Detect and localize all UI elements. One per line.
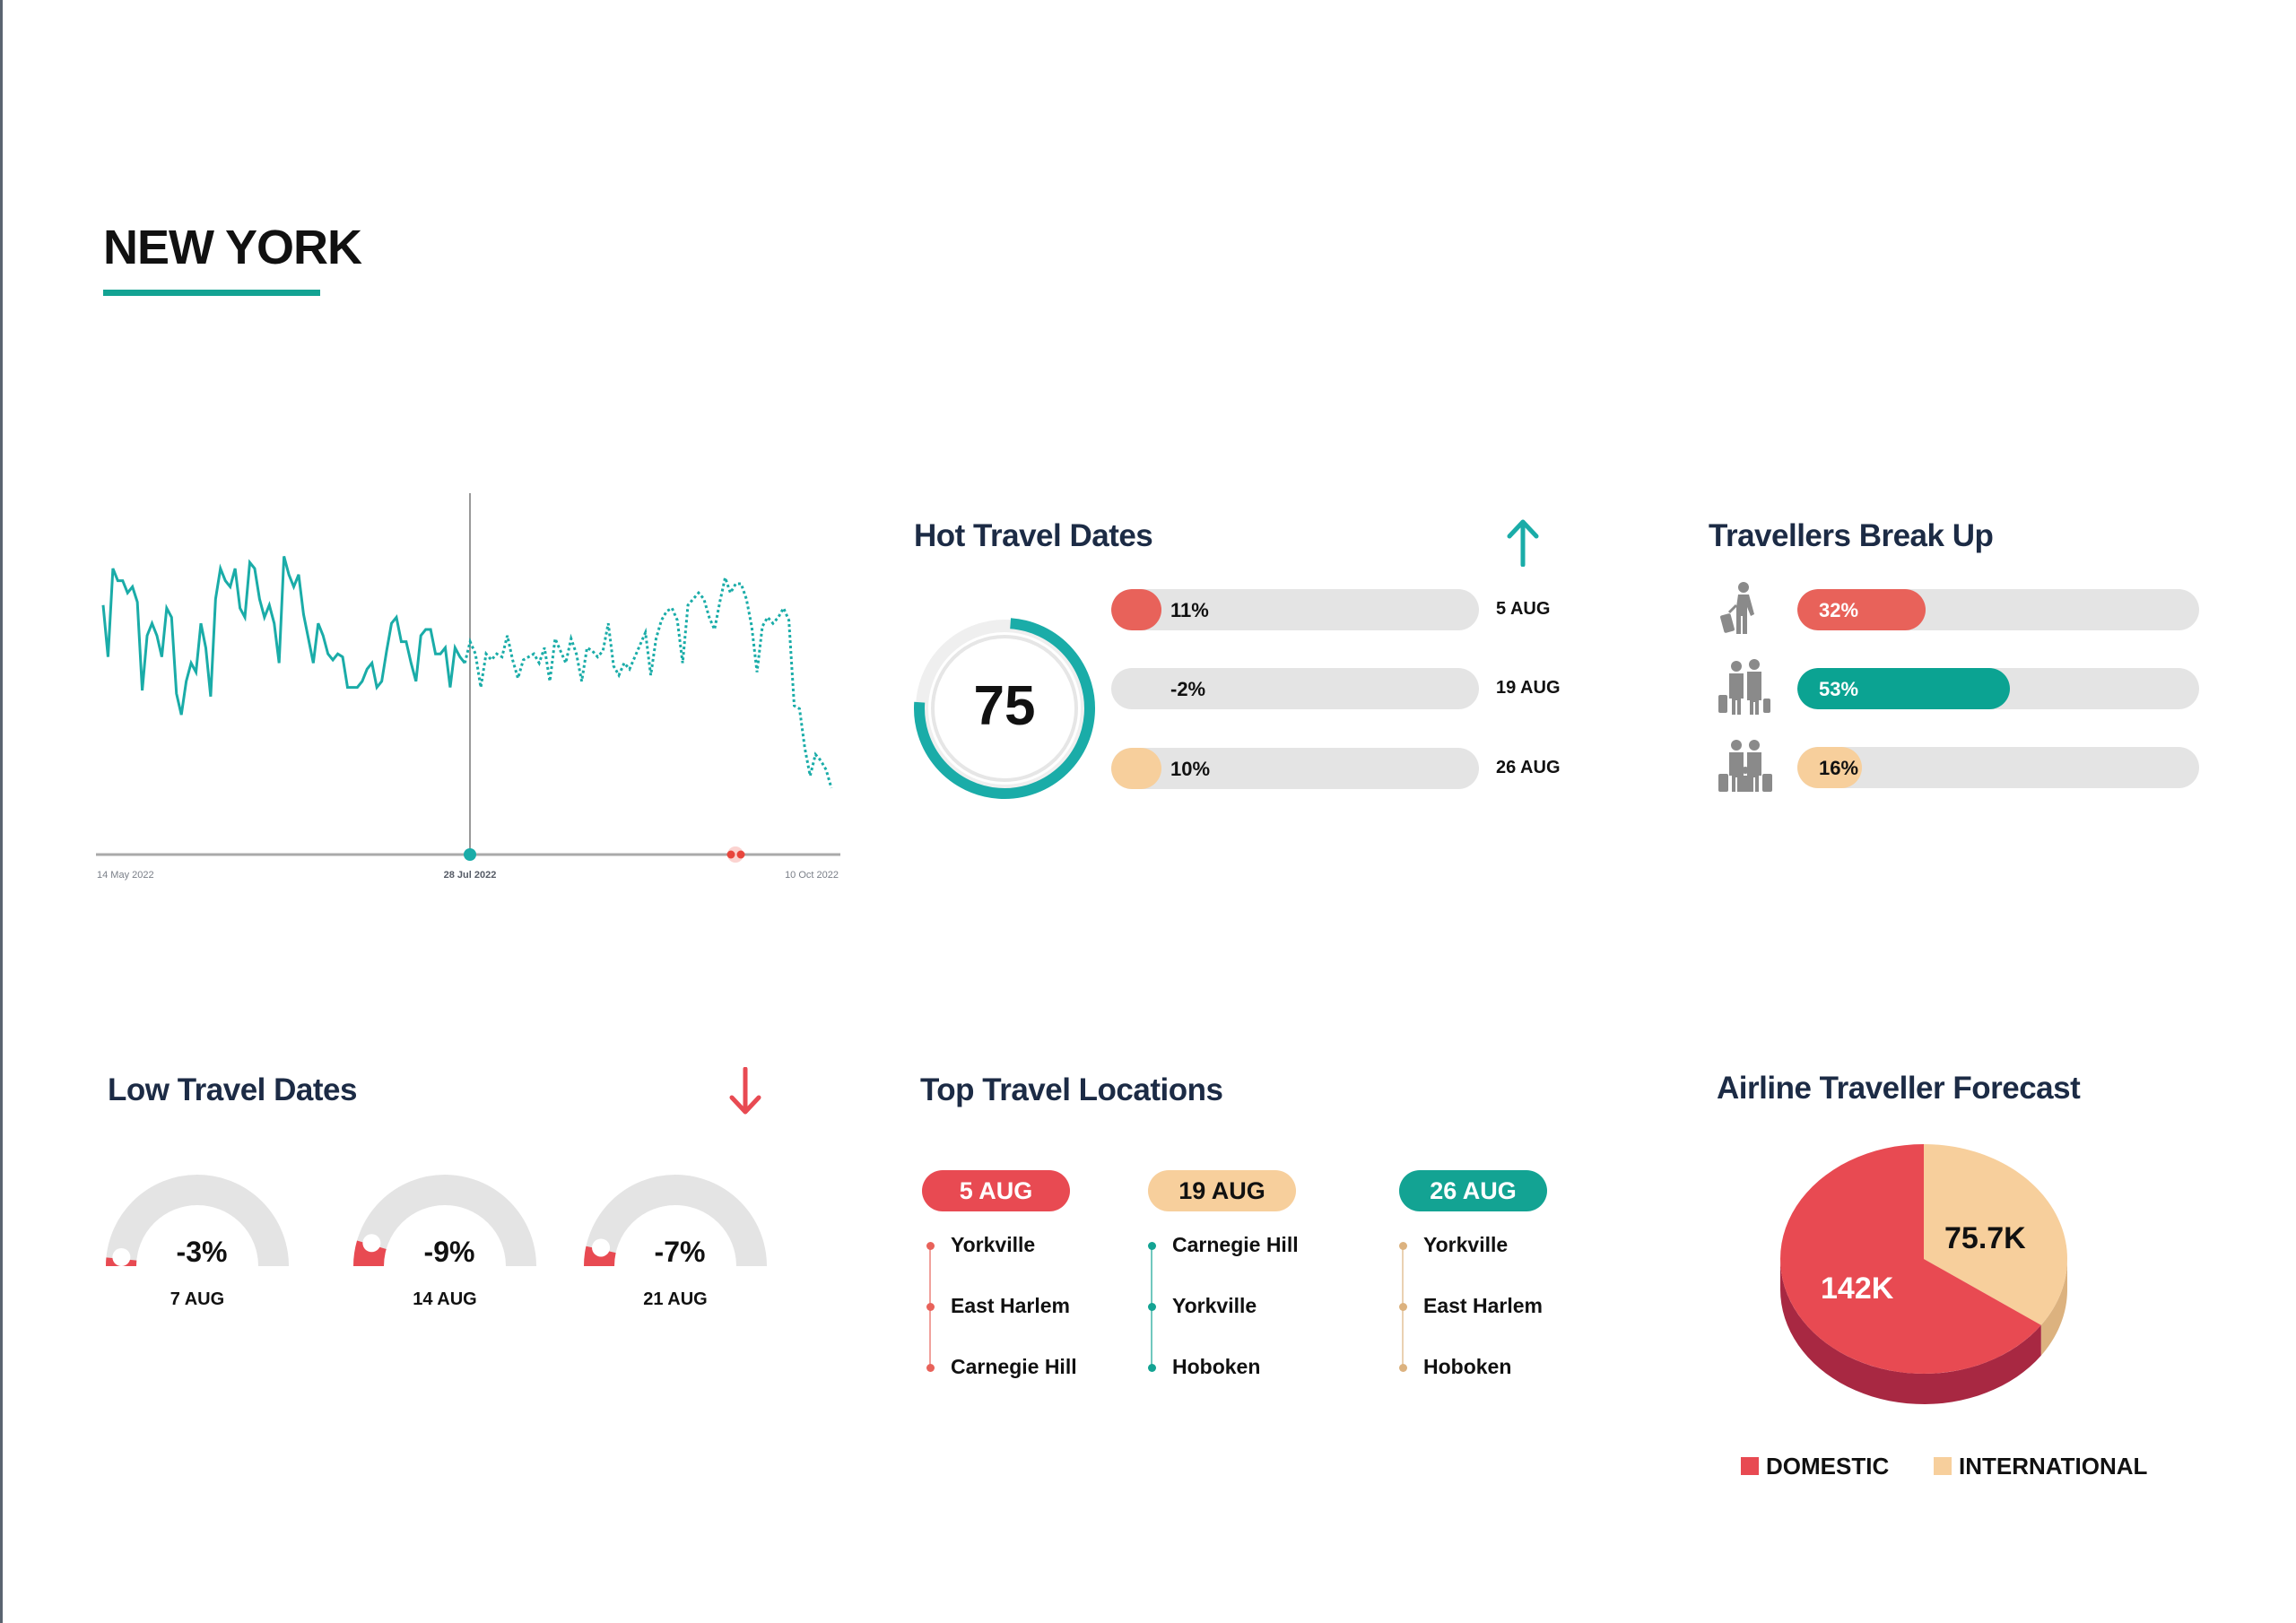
hot-date-change: 10% [1170, 758, 1211, 780]
low-date-change: -9% [423, 1236, 475, 1268]
solo-traveller-icon [1720, 582, 1754, 634]
event-marker-glow [727, 846, 744, 863]
gauge-knob [592, 1238, 611, 1257]
traveller-share-bar: 32% [1797, 589, 2199, 630]
gauge-track [584, 1175, 767, 1267]
traveller-share-value: 53% [1819, 678, 1859, 700]
location-dot [1399, 1242, 1407, 1250]
legend-label-international: INTERNATIONAL [1959, 1453, 2148, 1480]
traveller-share-value: 32% [1819, 599, 1859, 621]
location-item[interactable]: Yorkville [1172, 1294, 1257, 1317]
hot-date-label: 26 AUG [1496, 758, 1561, 777]
hot-date-change: -2% [1170, 678, 1206, 700]
traveller-share-value: 16% [1819, 757, 1859, 779]
event-marker[interactable] [736, 850, 745, 859]
location-date-pill[interactable]: 5 AUG [922, 1170, 1070, 1211]
hot-date-bar: 10% [1111, 748, 1479, 789]
hot-date-bar-fill [1111, 589, 1161, 630]
hot-date-change: 11% [1170, 599, 1209, 621]
location-item[interactable]: Carnegie Hill [1172, 1233, 1299, 1256]
low-date-gauge [584, 1175, 767, 1267]
family-traveller-icon [1718, 740, 1772, 792]
hot-date-bar: 11% [1111, 589, 1479, 630]
location-dot [926, 1303, 935, 1311]
low-date-label: 21 AUG [643, 1289, 708, 1309]
traveller-share-bar: 16% [1797, 747, 2199, 788]
arrow-up-icon [1507, 519, 1539, 567]
traveller-share-bar: 53% [1797, 668, 2199, 709]
legend-swatch-international [1934, 1457, 1952, 1475]
location-item[interactable]: Carnegie Hill [951, 1355, 1077, 1378]
gauge-track [106, 1175, 289, 1267]
travellers-break-up-title: Travellers Break Up [1709, 518, 1994, 553]
airline-forecast-pie [1780, 1144, 2067, 1404]
pie-side-domestic [1780, 1259, 2041, 1404]
window-edge [0, 0, 3, 1623]
traveller-share-fill [1797, 668, 2011, 709]
traveller-share-fill [1797, 747, 1862, 788]
location-item[interactable]: East Harlem [951, 1294, 1070, 1317]
forecast-series-line [463, 572, 833, 789]
top-travel-locations-title: Top Travel Locations [920, 1072, 1223, 1107]
location-date-pill[interactable]: 26 AUG [1399, 1170, 1547, 1211]
arrow-down-icon [729, 1067, 761, 1115]
gauge-knob [362, 1234, 381, 1253]
actual-series-line [101, 556, 466, 716]
location-item[interactable]: Hoboken [1423, 1355, 1512, 1378]
hot-date-label: 5 AUG [1496, 599, 1551, 619]
airline-forecast-title: Airline Traveller Forecast [1717, 1071, 2081, 1106]
location-dot [926, 1364, 935, 1372]
travel-trend-chart [96, 493, 840, 863]
traveller-share-fill [1797, 589, 1926, 630]
timeline-handle[interactable] [464, 848, 476, 861]
title-underline [103, 290, 320, 296]
low-date-change: -3% [176, 1236, 228, 1268]
location-dot [926, 1242, 935, 1250]
location-item[interactable]: Yorkville [951, 1233, 1036, 1256]
pie-label-domestic: 142K [1821, 1271, 1894, 1306]
location-dot [1399, 1303, 1407, 1311]
location-dot [1399, 1364, 1407, 1372]
page-title: NEW YORK [103, 221, 362, 274]
x-tick-label: 10 Oct 2022 [785, 870, 839, 881]
hot-score-gauge [914, 618, 1095, 799]
low-date-change: -7% [654, 1236, 706, 1268]
couple-traveller-icon [1718, 659, 1770, 715]
gauge-knob [112, 1248, 131, 1267]
pie-slice-international[interactable] [1924, 1144, 2067, 1325]
location-item[interactable]: Hoboken [1172, 1355, 1261, 1378]
low-date-gauge [353, 1175, 536, 1267]
location-dot [1148, 1303, 1156, 1311]
gauge-track [353, 1175, 536, 1267]
x-tick-label: 28 Jul 2022 [443, 870, 497, 881]
legend-swatch-domestic [1741, 1457, 1759, 1475]
hot-date-label: 19 AUG [1496, 678, 1561, 698]
x-tick-label: 14 May 2022 [97, 870, 154, 881]
hot-date-bar-fill [1111, 748, 1161, 789]
low-travel-dates-title: Low Travel Dates [108, 1072, 357, 1107]
legend-label-domestic: DOMESTIC [1766, 1453, 1890, 1480]
hot-score-value: 75 [973, 675, 1036, 737]
location-item[interactable]: Yorkville [1423, 1233, 1509, 1256]
low-date-label: 7 AUG [170, 1289, 225, 1309]
event-marker[interactable] [726, 850, 735, 859]
location-dot [1148, 1364, 1156, 1372]
hot-date-bar: -2% [1111, 668, 1479, 709]
pie-label-international: 75.7K [1944, 1221, 2026, 1255]
location-item[interactable]: East Harlem [1423, 1294, 1543, 1317]
location-dot [1148, 1242, 1156, 1250]
hot-travel-dates-title: Hot Travel Dates [914, 518, 1153, 553]
pie-side-international [2040, 1259, 2067, 1356]
location-date-pill[interactable]: 19 AUG [1148, 1170, 1296, 1211]
pie-slice-domestic[interactable] [1780, 1144, 2041, 1374]
low-date-label: 14 AUG [413, 1289, 477, 1309]
low-date-gauge [106, 1175, 289, 1267]
